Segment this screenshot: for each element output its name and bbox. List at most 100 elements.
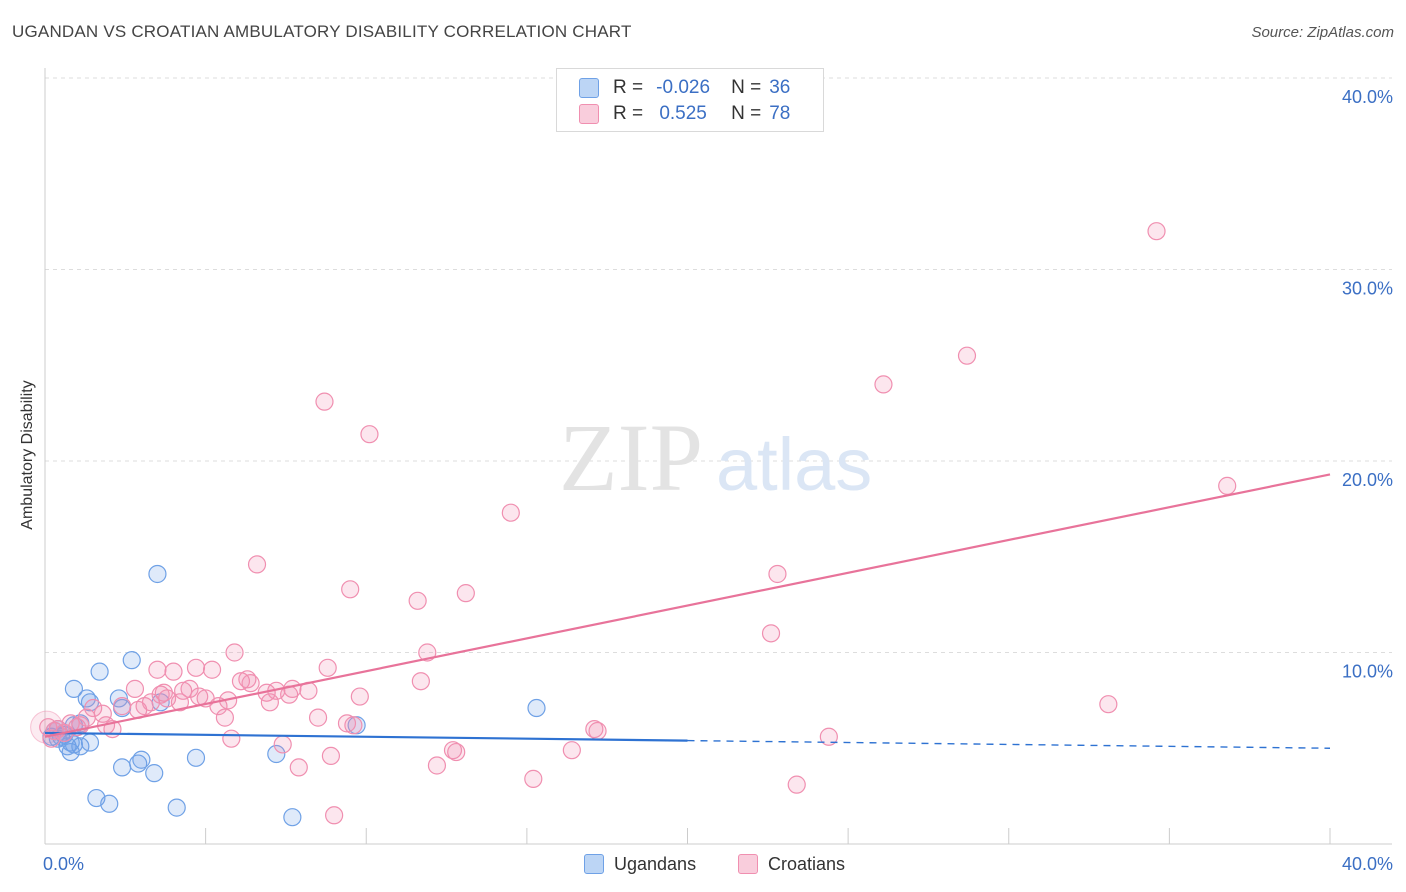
croatians-point: [408, 591, 427, 610]
croatians-trendline: [44, 473, 1331, 738]
legend-n-label: N =: [731, 103, 762, 124]
croatians-point: [148, 660, 167, 679]
croatians-point: [1147, 222, 1166, 241]
legend-n-value: 36: [769, 77, 791, 98]
ugandans-point: [527, 698, 546, 718]
ugandans-point: [267, 744, 286, 764]
croatians-point: [180, 679, 199, 698]
croatians-point: [360, 425, 379, 444]
ugandans-point: [112, 758, 132, 777]
watermark-zip: ZIP: [559, 404, 703, 511]
croatians-point: [247, 555, 267, 574]
croatians-point: [84, 698, 103, 718]
legend-n-label: N =: [731, 77, 762, 98]
watermark-atlas: atlas: [716, 423, 872, 506]
croatians-point: [447, 742, 466, 762]
ugandans-point: [80, 733, 100, 752]
croatians-point: [225, 643, 244, 662]
legend-r-label: R =: [613, 103, 644, 124]
legend-r-label: R =: [613, 77, 644, 98]
stats-legend: R = -0.026 N = 36 R = 0.525 N = 78: [556, 68, 824, 132]
croatians-point: [289, 758, 308, 777]
croatians-point: [164, 662, 183, 681]
croatians-point: [125, 679, 145, 698]
x-tick-label: 40.0%: [1342, 854, 1393, 874]
croatians-point: [588, 721, 607, 741]
croatians-point: [411, 672, 430, 691]
y-tick-label: 20.0%: [1342, 470, 1393, 490]
y-tick-label: 10.0%: [1342, 662, 1393, 682]
croatians-point: [761, 624, 781, 643]
source-label: Source: ZipAtlas.com: [1251, 24, 1394, 41]
ugandans-point: [283, 808, 302, 827]
series-label-croatians: Croatians: [768, 853, 846, 874]
croatians-point: [1099, 695, 1118, 714]
croatians-point: [93, 704, 112, 723]
croatians-point: [768, 564, 787, 584]
croatians-point: [154, 683, 173, 702]
croatians-point: [524, 769, 543, 788]
croatians-point: [585, 719, 604, 739]
ugandans-point: [71, 737, 90, 756]
croatians-point: [321, 746, 341, 766]
croatians-point: [222, 729, 241, 748]
legend-r-value: 0.525: [659, 103, 707, 124]
series-legend-croatians[interactable]: Croatians: [738, 852, 845, 876]
croatians-point: [260, 693, 279, 712]
x-tick-label: 0.0%: [43, 854, 84, 874]
croatians-point: [819, 727, 838, 746]
croatians-point: [174, 681, 193, 700]
croatians-point: [456, 584, 475, 603]
croatians-point: [308, 708, 328, 727]
ugandans-point: [100, 794, 119, 813]
croatians-point: [337, 714, 357, 733]
ugandans-trendline-extension: [687, 739, 1331, 749]
croatians-point: [443, 741, 463, 760]
ugandans-point: [167, 798, 186, 817]
croatians-point: [350, 687, 369, 706]
croatians-point: [170, 693, 190, 712]
ugandans-trendline: [44, 731, 688, 742]
croatians-point: [957, 346, 977, 365]
legend-row-ugandans: R = -0.026 N = 36: [579, 77, 790, 99]
croatians-point: [283, 679, 302, 698]
y-tick-label: 30.0%: [1342, 279, 1393, 299]
ugandans-point: [132, 750, 151, 769]
croatians-point: [315, 392, 334, 411]
croatians-point: [1218, 476, 1237, 495]
ugandans-point: [186, 748, 206, 767]
legend-row-croatians: R = 0.525 N = 78: [579, 103, 790, 125]
croatians-point: [344, 716, 363, 735]
croatians-point: [787, 775, 806, 794]
ugandans-point: [145, 764, 164, 783]
legend-swatch-croatians: [579, 104, 599, 124]
ugandans-point: [64, 679, 84, 698]
legend-swatch-ugandans: [579, 78, 599, 98]
croatians-point: [215, 708, 234, 727]
croatians-point: [427, 756, 447, 775]
croatians-point: [186, 658, 206, 677]
legend-n-value: 78: [769, 103, 791, 124]
series-legend-ugandans[interactable]: Ugandans: [584, 852, 696, 876]
series-label-ugandans: Ugandans: [614, 853, 697, 874]
croatians-point: [341, 580, 360, 599]
croatians-point: [112, 697, 132, 716]
croatians-point: [273, 735, 292, 754]
y-tick-label: 40.0%: [1342, 87, 1393, 107]
croatians-point: [501, 503, 520, 522]
ugandans-point: [122, 651, 141, 670]
ugandans-point: [90, 662, 109, 681]
ugandans-point: [80, 693, 100, 712]
croatians-point: [874, 375, 893, 394]
croatians-point: [202, 660, 222, 679]
croatians-point: [318, 658, 337, 677]
croatians-point: [562, 741, 581, 760]
series-swatch-ugandans: [584, 854, 604, 874]
ugandans-point: [148, 564, 167, 584]
croatians-point: [241, 674, 260, 693]
series-swatch-croatians: [738, 854, 758, 874]
croatians-point: [325, 806, 344, 825]
legend-r-value: -0.026: [656, 77, 711, 98]
chart-title: UGANDAN VS CROATIAN AMBULATORY DISABILIT…: [12, 22, 632, 41]
